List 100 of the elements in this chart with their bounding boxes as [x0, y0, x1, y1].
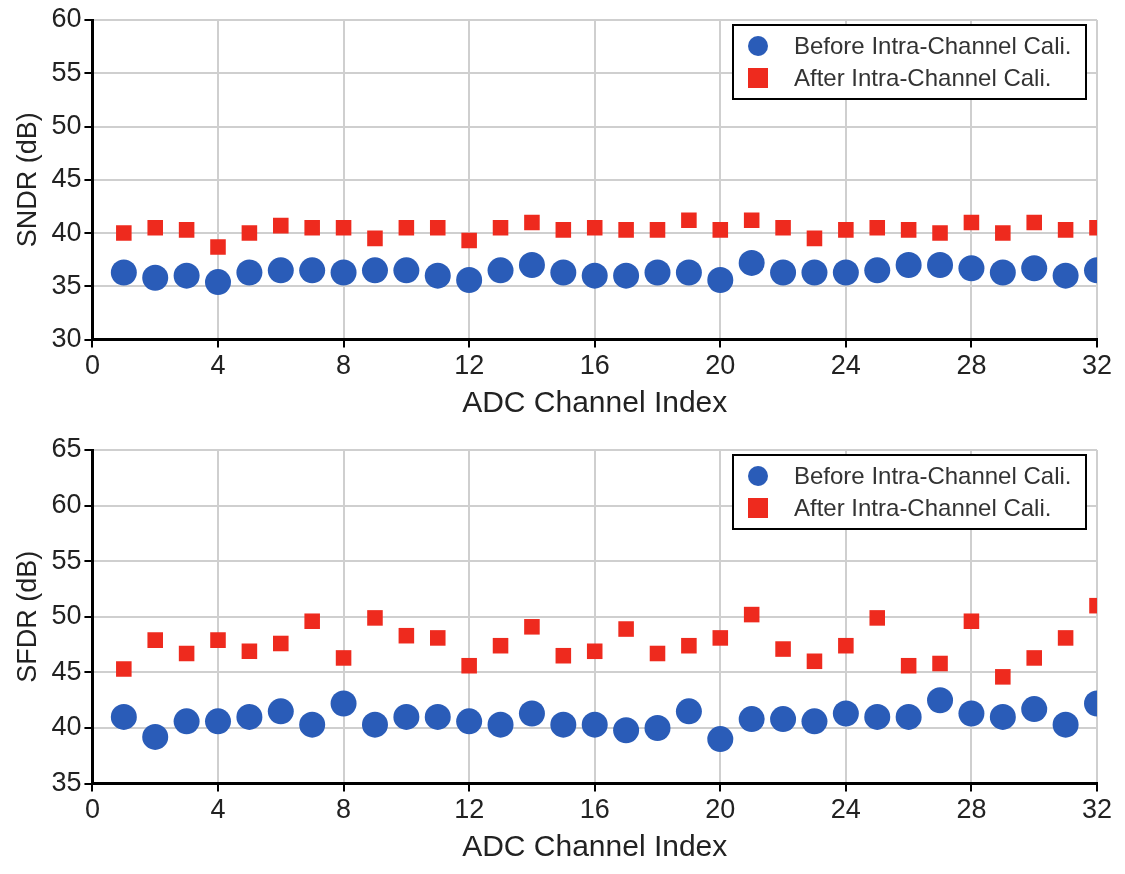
point	[832, 259, 859, 286]
point	[989, 259, 1016, 286]
point	[895, 252, 922, 279]
point	[995, 669, 1011, 685]
point	[738, 706, 765, 733]
x-tick-label: 28	[956, 794, 987, 825]
point	[456, 266, 483, 293]
x-tick-label: 28	[956, 350, 987, 381]
point	[116, 225, 132, 241]
point	[142, 723, 169, 750]
point	[900, 222, 917, 238]
point	[1052, 711, 1079, 738]
x-tick-label: 12	[454, 350, 485, 381]
point	[618, 621, 634, 637]
point	[712, 222, 729, 238]
point	[963, 613, 980, 630]
point	[492, 637, 509, 654]
point	[927, 252, 954, 279]
point	[586, 219, 603, 236]
y-tick-label: 35	[51, 269, 82, 300]
point	[649, 222, 666, 238]
point	[518, 252, 545, 279]
point	[613, 717, 640, 744]
point	[806, 230, 823, 247]
point	[110, 259, 137, 286]
point	[707, 266, 734, 293]
x-tick-label: 16	[579, 794, 610, 825]
point	[398, 219, 415, 236]
point	[1021, 255, 1048, 282]
point	[241, 225, 258, 241]
point	[1021, 696, 1048, 723]
point	[456, 708, 483, 735]
point	[770, 706, 797, 733]
point	[675, 259, 702, 286]
y-tick-label: 65	[51, 433, 82, 464]
point	[429, 219, 446, 236]
y-tick-label: 35	[51, 767, 82, 798]
point	[838, 637, 854, 654]
legend-label: After Intra-Channel Cali.	[794, 494, 1052, 522]
x-tick-label: 32	[1081, 794, 1113, 825]
point	[958, 255, 985, 282]
point	[518, 700, 545, 727]
y-tick-label: 45	[51, 163, 82, 194]
point	[361, 711, 388, 738]
y-tick-label: 60	[51, 3, 82, 34]
legend-label: Before Intra-Channel Cali.	[794, 32, 1072, 60]
x-tick-label: 0	[84, 350, 100, 381]
point	[806, 653, 823, 670]
point	[743, 606, 760, 623]
point	[398, 627, 415, 644]
point	[461, 657, 477, 674]
point	[335, 219, 352, 236]
point	[393, 257, 420, 284]
point	[299, 711, 326, 738]
point	[586, 643, 603, 660]
y-tick-label: 55	[51, 56, 82, 87]
point	[838, 222, 854, 238]
point	[775, 219, 791, 236]
point	[550, 711, 577, 738]
point	[205, 269, 231, 296]
point	[681, 637, 697, 654]
x-tick-label: 32	[1081, 350, 1113, 381]
point	[116, 661, 132, 677]
point	[210, 632, 226, 648]
point	[775, 641, 791, 657]
point	[895, 703, 922, 730]
point	[236, 259, 263, 286]
point	[550, 259, 577, 286]
point	[869, 219, 886, 236]
point	[205, 708, 231, 735]
point	[304, 613, 320, 630]
point	[429, 630, 446, 646]
point	[335, 650, 352, 666]
point	[555, 647, 572, 664]
x-tick-label: 20	[705, 794, 736, 825]
point	[424, 262, 451, 289]
point	[273, 635, 289, 652]
point	[743, 212, 760, 229]
point	[581, 262, 608, 289]
point	[581, 711, 608, 738]
x-tick-label: 16	[579, 350, 610, 381]
point	[361, 257, 388, 284]
y-tick-label: 40	[51, 711, 82, 742]
point	[367, 610, 383, 626]
point	[932, 225, 948, 241]
point	[1057, 630, 1074, 646]
point	[524, 214, 540, 231]
point	[864, 257, 891, 284]
point	[367, 230, 383, 247]
y-tick-label: 50	[51, 600, 82, 631]
point	[801, 708, 828, 735]
point	[675, 698, 702, 725]
point	[173, 708, 200, 735]
y-tick-label: 30	[51, 323, 82, 354]
y-tick-label: 50	[51, 109, 82, 140]
point	[241, 643, 258, 660]
point	[644, 259, 671, 286]
x-tick-label: 8	[336, 794, 352, 825]
point	[963, 214, 980, 231]
y-axis-title: SNDR (dB)	[11, 112, 42, 248]
